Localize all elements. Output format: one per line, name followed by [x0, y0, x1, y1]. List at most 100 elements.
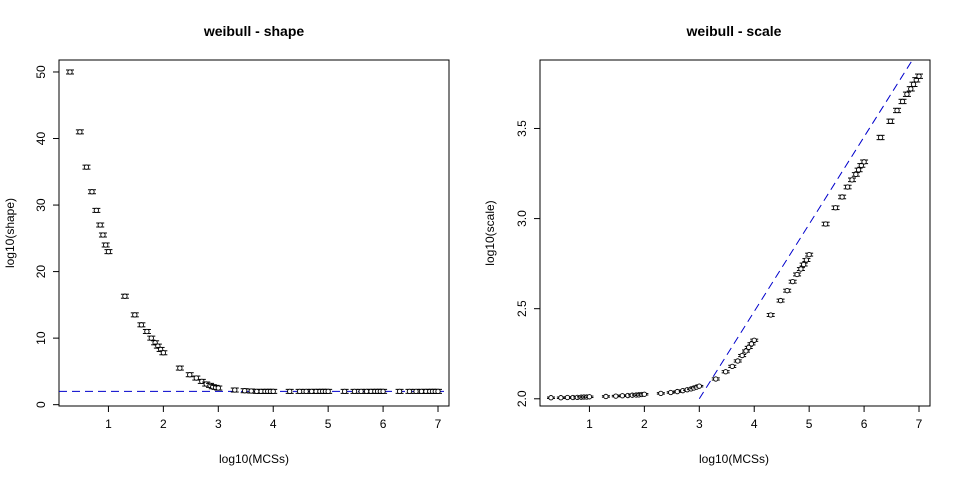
shape-chart-title: weibull - shape: [203, 23, 305, 39]
scale-point-marker: [832, 205, 839, 211]
scale-x-tick-label: 7: [916, 417, 923, 431]
shape-point-marker: [148, 335, 154, 341]
shape-data-point: [285, 388, 294, 395]
scale-y-tick-label: 3.5: [515, 120, 529, 137]
shape-data-point: [65, 69, 74, 75]
shape-point-marker: [160, 350, 167, 356]
shape-point-marker: [303, 388, 309, 395]
scale-data-point: [776, 297, 785, 304]
scale-point-marker: [887, 118, 894, 124]
shape-point-marker: [435, 388, 441, 395]
scale-point-marker: [894, 107, 900, 114]
shape-point-marker: [351, 388, 358, 395]
scale-data-point: [728, 363, 737, 370]
shape-point-marker: [103, 242, 109, 248]
shape-point-marker: [413, 388, 419, 395]
shape-x-tick-label: 7: [435, 417, 442, 431]
shape-x-tick-label: 5: [325, 417, 332, 431]
scale-data-point: [695, 383, 704, 389]
scale-x-tick-label: 1: [586, 417, 593, 431]
shape-data-point: [324, 388, 333, 395]
scale-data-point: [721, 369, 730, 375]
scale-data-point: [854, 167, 863, 173]
scale-point-marker: [729, 363, 735, 370]
scale-data-point: [733, 358, 742, 364]
shape-point-marker: [77, 129, 83, 135]
shape-data-point: [96, 222, 105, 228]
shape-point-marker: [144, 328, 150, 335]
shape-point-marker: [215, 385, 221, 391]
shape-panel: weibull - shape log10(MCSs) log10(shape)…: [3, 23, 450, 466]
scale-point-marker: [564, 394, 571, 401]
shape-point-marker: [380, 388, 386, 395]
scale-point-marker: [658, 390, 664, 397]
scale-data-point: [843, 184, 852, 190]
shape-point-marker: [83, 164, 90, 170]
scale-point-marker: [844, 184, 851, 190]
scale-plot-frame: [539, 59, 931, 407]
scale-data-point: [563, 394, 572, 401]
scale-x-tick-label: 3: [696, 417, 703, 431]
shape-point-marker: [67, 69, 73, 75]
shape-point-marker: [232, 387, 238, 393]
scale-data-point: [744, 344, 753, 351]
scale-data-point: [585, 394, 594, 400]
scale-data-point: [857, 162, 866, 169]
shape-point-marker: [122, 293, 128, 299]
shape-data-point: [230, 387, 239, 393]
shape-data-point: [395, 388, 404, 395]
scale-data-point: [802, 257, 811, 263]
scale-point-marker: [861, 159, 867, 165]
scale-y-tick-label: 2.0: [515, 390, 529, 407]
scale-y-tick-label: 2.5: [515, 300, 529, 317]
scale-data-point: [656, 390, 665, 397]
scale-point-marker: [910, 81, 917, 87]
shape-point-marker: [406, 388, 413, 395]
shape-point-marker: [93, 207, 100, 214]
scale-x-axis-label: log10(MCSs): [699, 452, 769, 466]
shape-data-point: [175, 365, 184, 371]
shape-data-point: [192, 375, 201, 381]
scale-data-point: [915, 73, 924, 79]
shape-point-marker: [177, 365, 183, 371]
scale-point-marker: [713, 376, 719, 382]
shape-x-tick-label: 4: [270, 417, 277, 431]
scale-point-marker: [751, 337, 757, 343]
scale-point-marker: [668, 389, 674, 396]
scale-x-tick-label: 6: [861, 417, 868, 431]
scale-data-point: [902, 91, 911, 97]
scale-x-tick-label: 5: [806, 417, 813, 431]
shape-point-marker: [89, 189, 95, 195]
shape-y-tick-label: 10: [34, 331, 48, 345]
scale-point-marker: [899, 98, 906, 105]
shape-data-point: [101, 242, 110, 248]
scale-point-marker: [619, 393, 626, 399]
shape-y-axis-label: log10(shape): [3, 198, 17, 268]
shape-point-marker: [358, 388, 364, 395]
scale-data-point: [601, 393, 610, 400]
shape-point-marker: [199, 378, 205, 385]
scale-data-point: [860, 159, 869, 165]
shape-data-point: [340, 388, 349, 395]
scale-point-marker: [723, 369, 729, 375]
shape-data-point: [87, 189, 96, 195]
shape-point-marker: [100, 232, 106, 238]
shape-x-axis-label: log10(MCSs): [219, 452, 289, 466]
scale-y-axis-label: log10(scale): [483, 200, 497, 265]
shape-point-marker: [396, 388, 403, 395]
shape-data-point: [269, 388, 278, 395]
shape-x-tick-label: 6: [380, 417, 387, 431]
shape-point-marker: [242, 388, 248, 394]
shape-point-marker: [138, 322, 145, 328]
shape-data-point: [159, 350, 168, 356]
scale-point-marker: [877, 134, 884, 141]
shape-data-point: [104, 248, 113, 255]
shape-y-tick-label: 30: [34, 198, 48, 212]
shape-x-tick-label: 1: [105, 417, 112, 431]
scale-data-point: [796, 266, 805, 272]
shape-y-tick-label: 40: [34, 132, 48, 146]
shape-y-tick-label: 50: [34, 65, 48, 79]
shape-data-point: [142, 328, 151, 335]
scale-data-point: [793, 271, 802, 278]
